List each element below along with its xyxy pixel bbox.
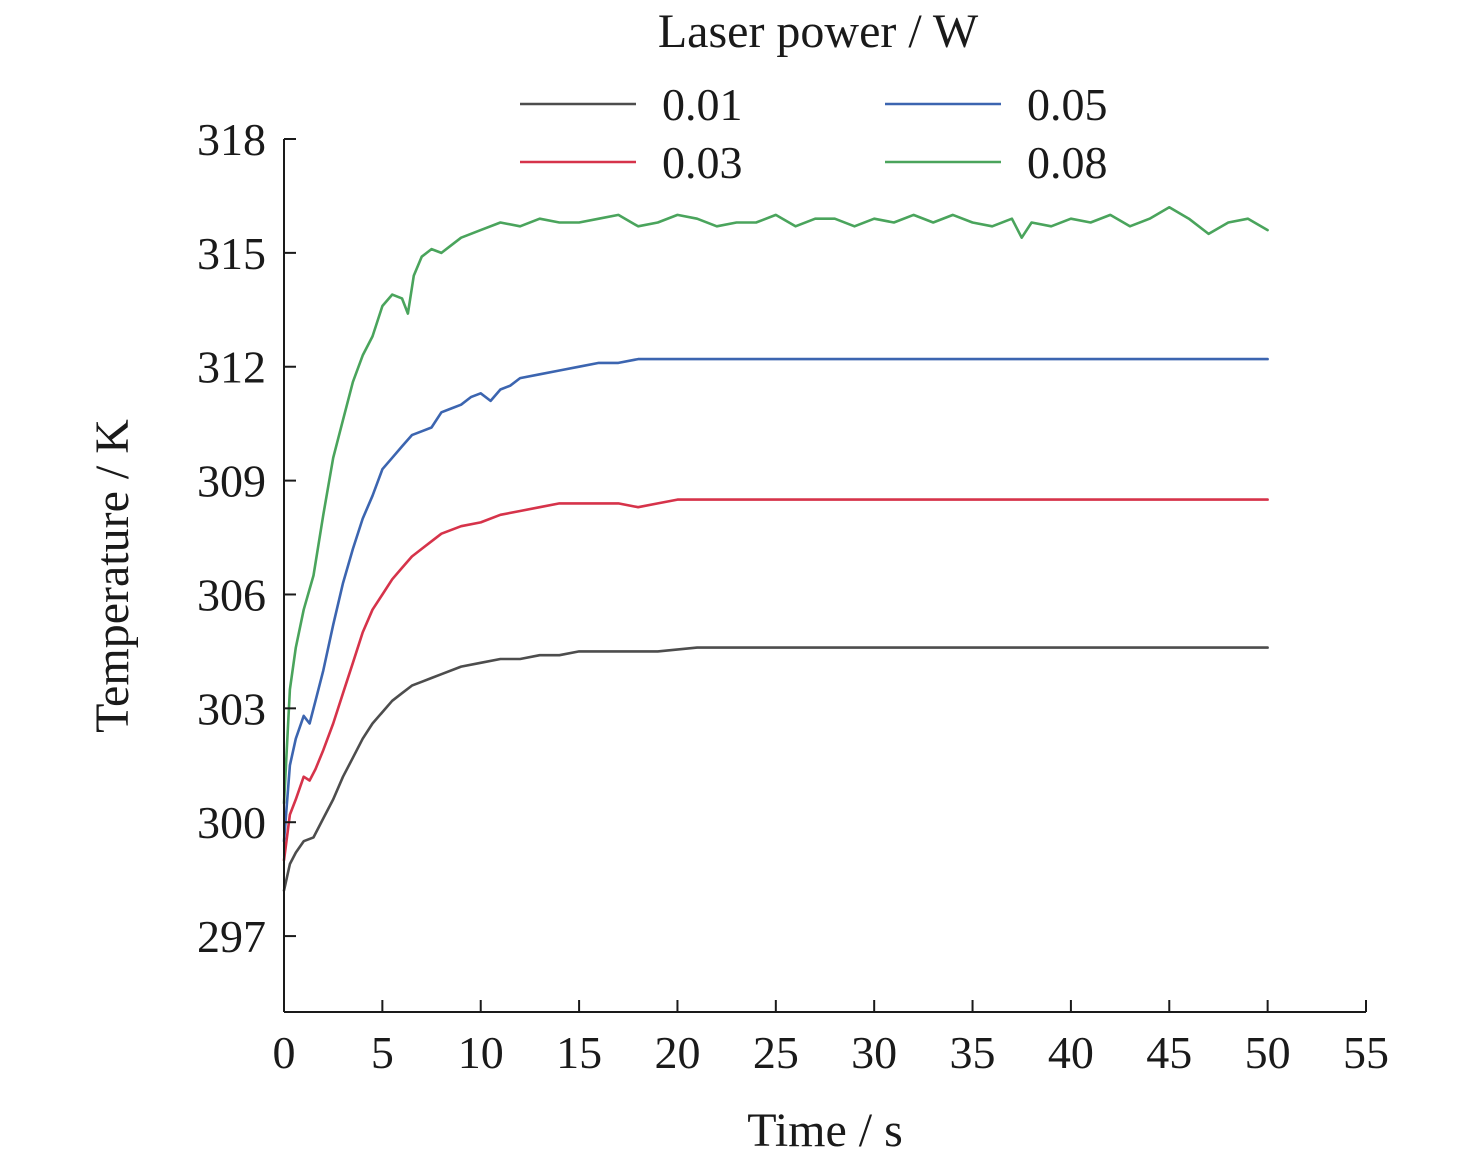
x-ticks: 0 5 10 15 20 25 30 35 40 45 50 55 [273,1000,1389,1078]
axes: 0 5 10 15 20 25 30 35 40 45 50 55 297 300 303 306 309 31… [197,114,1389,1078]
x-tick-label: 45 [1146,1027,1192,1078]
y-axis-title: Temperature / K [86,419,139,733]
y-tick-label: 312 [197,342,266,393]
x-tick-label: 35 [950,1027,996,1078]
y-tick-label: 303 [197,683,266,734]
x-tick-label: 20 [654,1027,700,1078]
x-tick-label: 30 [851,1027,897,1078]
x-tick-label: 40 [1048,1027,1094,1078]
y-tick-label: 297 [197,911,266,962]
legend-items: 0.01 0.03 0.05 0.08 [520,79,1108,188]
y-tick-label: 306 [197,569,266,620]
legend-title: Laser power / W [658,5,979,58]
y-tick-label: 318 [197,114,266,165]
x-tick-label: 0 [273,1027,296,1078]
series-line-0-08 [282,206,1269,805]
x-tick-label: 50 [1245,1027,1291,1078]
legend-label: 0.08 [1027,137,1108,188]
series-line-0-05 [282,357,1269,843]
x-tick-label: 5 [371,1027,394,1078]
y-tick-label: 309 [197,456,266,507]
legend-label: 0.05 [1027,79,1108,130]
y-tick-label: 315 [197,228,266,279]
y-tick-label: 300 [197,797,266,848]
series-line-0-03 [282,498,1269,862]
x-tick-label: 55 [1343,1027,1389,1078]
legend-label: 0.01 [662,79,743,130]
x-tick-label: 10 [458,1027,504,1078]
series-layer [282,206,1269,892]
legend: Laser power / W 0.01 0.03 0.05 0.08 [520,5,1108,188]
y-ticks: 297 300 303 306 309 312 315 318 [197,114,296,962]
series-line-0-01 [282,646,1269,892]
legend-label: 0.03 [662,137,743,188]
x-tick-label: 15 [556,1027,602,1078]
x-axis-title: Time / s [747,1104,903,1157]
x-tick-label: 25 [753,1027,799,1078]
